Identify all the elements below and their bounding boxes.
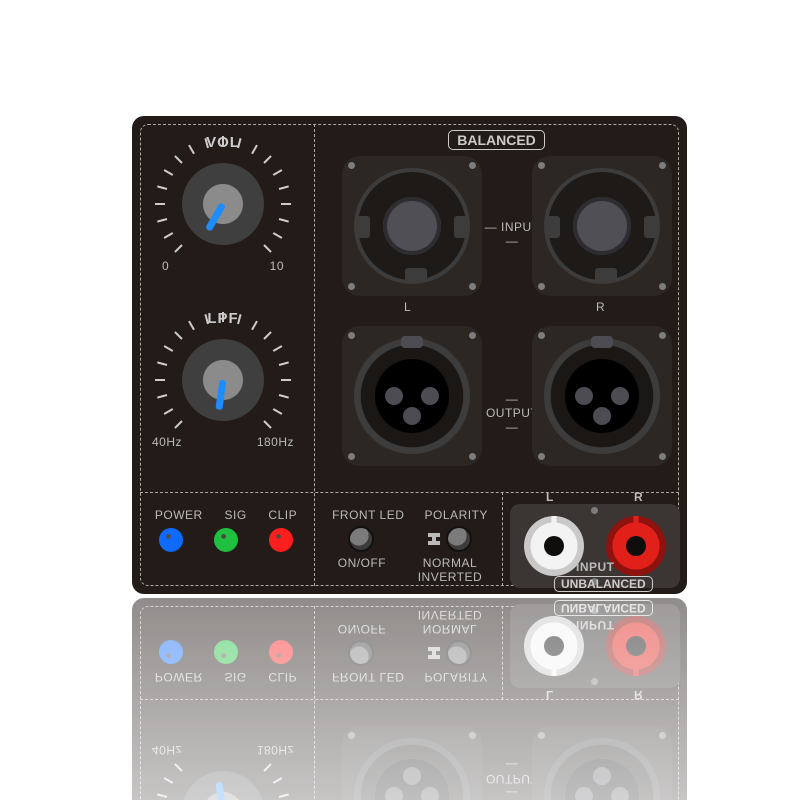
rca-input-R[interactable] [606,616,666,676]
balanced-output-R[interactable] [532,726,672,800]
lpf-knob-block: LPF 40Hz 180Hz [132,743,314,800]
polarity-sub2: INVERTED [418,608,482,622]
frontled-label: FRONT LED [332,508,404,522]
rca-input-L[interactable] [524,616,584,676]
led-clip-label: CLIP [268,670,297,684]
polarity-icon [426,646,442,660]
divider-h [140,492,679,493]
divider-v2 [502,606,503,700]
led-power-label: POWER [155,670,203,684]
rca-input-R[interactable] [606,516,666,576]
lpf-knob[interactable] [170,759,276,800]
l-label: L [404,300,411,314]
led-block: POWER SIG CLIP [144,508,308,552]
rca-input-L[interactable] [524,516,584,576]
lpf-pointer [215,782,226,800]
polarity-button[interactable] [446,640,472,666]
vol-knob-block: VOL 0 10 [132,134,314,273]
front-led-button[interactable] [348,526,374,552]
vol-pointer [205,202,226,231]
divider-v1 [314,124,315,586]
balanced-header: BALANCED [314,130,679,150]
unbalanced-pill: UNBALANCED [554,600,653,616]
polarity-label: POLARITY [425,508,488,522]
lpf-knob-body [182,339,264,421]
polarity-sub1: NORMAL [418,556,482,570]
power-led [159,640,183,664]
push-button-block: FRONT LED POLARITY ON/OFF NORMAL INVERTE… [322,508,498,584]
amp-back-panel: VOL 0 10 LPF 40Hz 180 [132,598,687,800]
balanced-output-L[interactable] [342,726,482,800]
sig-led [214,640,238,664]
led-sig-label: SIG [224,508,246,522]
rca-l-label: L [546,688,554,702]
frontled-label: FRONT LED [332,670,404,684]
polarity-label: POLARITY [425,670,488,684]
divider-h [140,699,679,700]
polarity-sub2: INVERTED [418,570,482,584]
led-block: POWER SIG CLIP [144,640,308,684]
rca-input-label: INPUT [576,560,615,574]
lpf-pointer [215,380,226,411]
led-sig-label: SIG [224,670,246,684]
screw-icon [591,678,598,685]
push-button-block: FRONT LED POLARITY ON/OFF NORMAL INVERTE… [322,608,498,684]
balanced-output-R[interactable] [532,326,672,466]
rca-l-label: L [546,490,554,504]
sig-led [214,528,238,552]
balanced-input-L[interactable] [342,156,482,296]
polarity-button[interactable] [446,526,472,552]
frontled-sub: ON/OFF [338,608,386,636]
viewport: VOL 0 10 LPF 40Hz 180 [0,0,800,800]
balanced-output-L[interactable] [342,326,482,466]
rca-plate [510,604,680,688]
lpf-knob-block: LPF 40Hz 180Hz [132,310,314,449]
clip-led [269,528,293,552]
vol-knob[interactable] [170,151,276,257]
front-led-button[interactable] [348,640,374,666]
polarity-icon [426,532,442,546]
divider-v1 [314,606,315,800]
balanced-pill: BALANCED [448,130,545,150]
rca-input-label: INPUT [576,618,615,632]
reflection: VOL 0 10 LPF 40Hz 180 [132,598,687,800]
power-led [159,528,183,552]
clip-led [269,640,293,664]
vol-knob-body [182,163,264,245]
led-clip-label: CLIP [268,508,297,522]
unbalanced-pill: UNBALANCED [554,576,653,592]
polarity-sub1: NORMAL [418,622,482,636]
lpf-knob[interactable] [170,327,276,433]
amp-back-panel: VOL 0 10 LPF 40Hz 180 [132,116,687,594]
rca-r-label: R [634,688,643,702]
rca-r-label: R [634,490,643,504]
screw-icon [591,507,598,514]
balanced-input-R[interactable] [532,156,672,296]
r-label: R [596,300,605,314]
divider-v2 [502,492,503,586]
led-power-label: POWER [155,508,203,522]
frontled-sub: ON/OFF [338,556,386,584]
